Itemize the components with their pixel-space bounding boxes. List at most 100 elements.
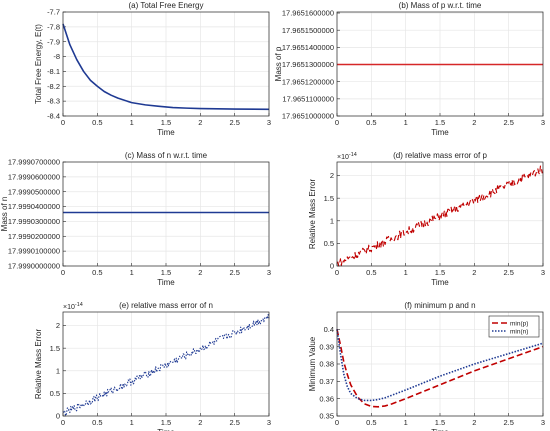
x-tick-label: 2 bbox=[472, 118, 476, 127]
x-tick-label: 0 bbox=[61, 118, 65, 127]
x-axis-label: Time bbox=[431, 278, 449, 287]
axes-frame bbox=[336, 161, 544, 267]
y-tick-label: 17.9651600000 bbox=[282, 9, 334, 18]
y-tick-label: 0.39 bbox=[319, 342, 334, 351]
y-tick-label: 0 bbox=[56, 412, 60, 421]
y-tick-label: 1.5 bbox=[50, 344, 60, 353]
axes-frame bbox=[62, 11, 270, 117]
series-line-1 bbox=[62, 23, 270, 111]
y-tick-label: 0.5 bbox=[50, 389, 60, 398]
axes-frame bbox=[336, 311, 544, 417]
x-axis-label: Time bbox=[157, 428, 175, 431]
x-tick-label: 2.5 bbox=[229, 118, 239, 127]
y-tick-label: 17.9651300000 bbox=[282, 60, 334, 69]
y-tick-label: 17.9990600000 bbox=[8, 172, 60, 181]
y-tick-label: -7.9 bbox=[47, 37, 60, 46]
axis-multiplier: ×10-14 bbox=[63, 302, 83, 311]
y-tick-label: 0.38 bbox=[319, 360, 334, 369]
y-tick-label: 0.4 bbox=[324, 325, 334, 334]
x-tick-label: 2.5 bbox=[229, 268, 239, 277]
chart-5: 0 0.5 1 1.5 2 2.5 3 0 0.5 1 1.5 2 (e) relative mass … bbox=[34, 301, 271, 431]
y-tick-label: 17.9990000000 bbox=[8, 262, 60, 271]
y-tick-label: 17.9990100000 bbox=[8, 247, 60, 256]
chart-title: (c) Mass of n w.r.t. time bbox=[125, 151, 208, 160]
x-tick-label: 0.5 bbox=[92, 118, 102, 127]
x-tick-label: 3 bbox=[267, 118, 271, 127]
x-tick-label: 1 bbox=[130, 118, 134, 127]
y-tick-label: 17.9990200000 bbox=[8, 232, 60, 241]
x-tick-label: 1 bbox=[130, 268, 134, 277]
chart-title: (f) minimum p and n bbox=[404, 301, 475, 310]
x-tick-label: 1 bbox=[130, 418, 134, 427]
legend-box bbox=[488, 315, 540, 338]
x-tick-label: 3 bbox=[541, 268, 545, 277]
y-tick-label: -8.2 bbox=[47, 82, 60, 91]
axes-frame bbox=[62, 161, 270, 267]
y-tick-label: 2 bbox=[56, 321, 60, 330]
y-tick-label: 17.9651400000 bbox=[282, 43, 334, 52]
x-tick-label: 0.5 bbox=[366, 118, 376, 127]
series-line-1 bbox=[62, 313, 270, 417]
y-axis-label: Total Free Energy, E(t) bbox=[34, 24, 43, 104]
y-tick-label: 0.36 bbox=[319, 394, 334, 403]
y-axis-label: Mass of p bbox=[274, 46, 283, 81]
y-tick-label: 2 bbox=[330, 171, 334, 180]
x-axis-label: Time bbox=[157, 278, 175, 287]
y-tick-label: 17.9651500000 bbox=[282, 26, 334, 35]
chart-title: (e) relative mass error of n bbox=[119, 301, 213, 310]
chart-title: (b) Mass of p w.r.t. time bbox=[399, 1, 482, 10]
x-tick-label: 0 bbox=[335, 268, 339, 277]
x-tick-label: 3 bbox=[267, 418, 271, 427]
x-tick-label: 0 bbox=[335, 118, 339, 127]
x-tick-label: 0.5 bbox=[366, 268, 376, 277]
y-tick-label: -8.3 bbox=[47, 97, 60, 106]
x-tick-label: 2 bbox=[472, 418, 476, 427]
axis-multiplier: ×10-14 bbox=[337, 152, 357, 161]
y-tick-label: -7.8 bbox=[47, 22, 60, 31]
chart-3: 0 0.5 1 1.5 2 2.5 3 17.9990000000 17.9990100000 1… bbox=[0, 151, 271, 287]
y-tick-label: 17.9990300000 bbox=[8, 217, 60, 226]
series-line-1 bbox=[336, 165, 544, 267]
legend-label-2: min(n) bbox=[510, 329, 528, 336]
y-tick-label: 17.9651200000 bbox=[282, 77, 334, 86]
chart-6: 0 0.5 1 1.5 2 2.5 3 0.35 0.36 0.37 0.38 0.39 0.4 (f) … bbox=[308, 301, 545, 431]
x-tick-label: 2 bbox=[198, 268, 202, 277]
chart-2: 0 0.5 1 1.5 2 2.5 3 17.9651000000 17.9651100000 1… bbox=[274, 1, 545, 137]
x-tick-label: 2.5 bbox=[503, 118, 513, 127]
x-tick-label: 1.5 bbox=[435, 268, 445, 277]
x-tick-label: 3 bbox=[267, 268, 271, 277]
y-tick-label: 17.9990500000 bbox=[8, 187, 60, 196]
x-tick-label: 0 bbox=[335, 418, 339, 427]
y-tick-label: 17.9651000000 bbox=[282, 112, 334, 121]
x-axis-label: Time bbox=[431, 428, 449, 431]
y-tick-label: -8 bbox=[53, 52, 60, 61]
y-tick-label: 1 bbox=[56, 366, 60, 375]
y-tick-label: 0.35 bbox=[319, 412, 334, 421]
y-axis-label: Minimum Value bbox=[308, 336, 317, 391]
x-tick-label: 0.5 bbox=[366, 418, 376, 427]
y-tick-label: -8.4 bbox=[47, 112, 60, 121]
chart-4: 0 0.5 1 1.5 2 2.5 3 0 0.5 1 1.5 2 (d) relative mass … bbox=[308, 151, 545, 287]
x-tick-label: 2 bbox=[472, 268, 476, 277]
axes-frame bbox=[62, 311, 270, 417]
x-tick-label: 1.5 bbox=[161, 418, 171, 427]
x-tick-label: 3 bbox=[541, 418, 545, 427]
y-tick-label: 1 bbox=[330, 216, 334, 225]
x-tick-label: 1 bbox=[404, 118, 408, 127]
x-tick-label: 0 bbox=[61, 268, 65, 277]
chart-title: (a) Total Free Energy bbox=[129, 1, 204, 10]
x-tick-label: 3 bbox=[541, 118, 545, 127]
x-tick-label: 2.5 bbox=[229, 418, 239, 427]
y-tick-label: 1.5 bbox=[324, 194, 334, 203]
axes-frame bbox=[336, 11, 544, 117]
x-tick-label: 2.5 bbox=[503, 268, 513, 277]
y-tick-label: -7.7 bbox=[47, 8, 60, 17]
y-tick-label: 17.9990700000 bbox=[8, 158, 60, 167]
chart-1: 0 0.5 1 1.5 2 2.5 3 -8.4 -8.3 -8.2 -8.1 -8 -7.9 -7.8 -… bbox=[34, 1, 271, 137]
x-tick-label: 0 bbox=[61, 418, 65, 427]
y-axis-label: Relative Mass Error bbox=[34, 329, 43, 400]
x-tick-label: 2.5 bbox=[503, 418, 513, 427]
legend: min(p)min(n) bbox=[488, 315, 540, 338]
x-tick-label: 1.5 bbox=[161, 118, 171, 127]
